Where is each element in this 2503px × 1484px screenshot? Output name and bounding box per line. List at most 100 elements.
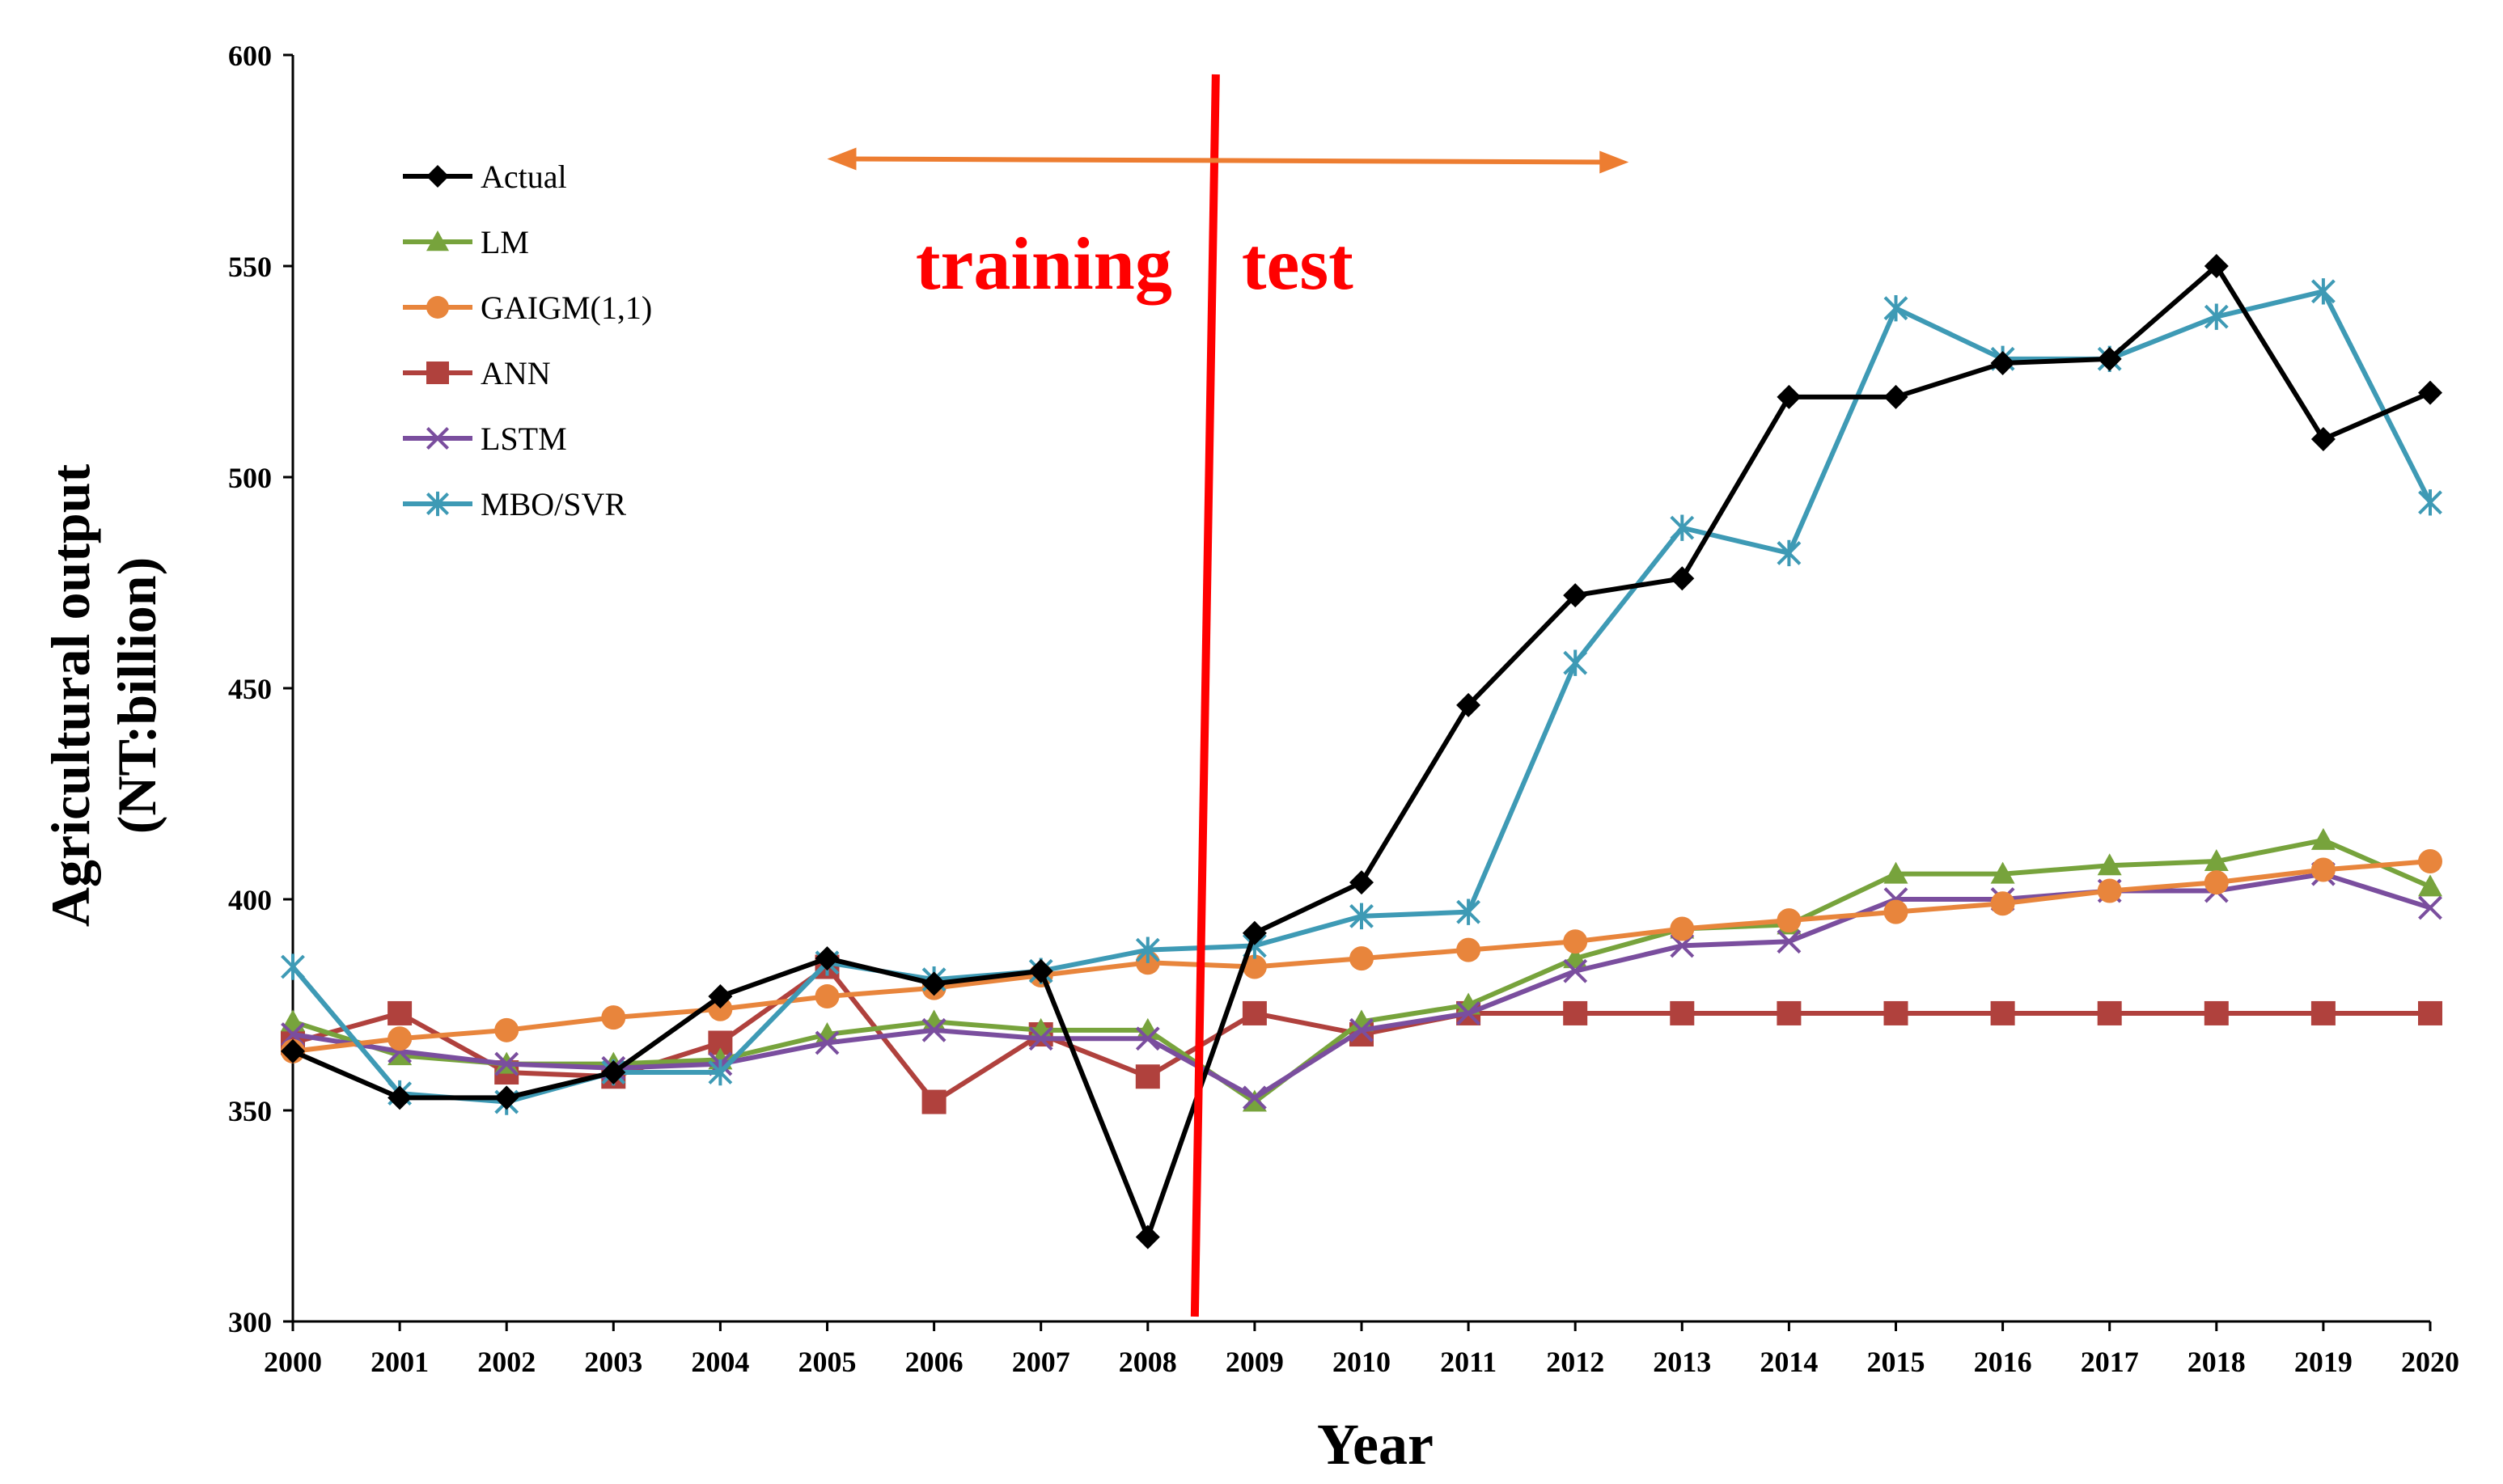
data-point: [601, 1060, 626, 1085]
data-point: [2204, 254, 2229, 278]
data-point: [2097, 853, 2122, 876]
data-point: [1349, 870, 1374, 895]
data-point: [426, 361, 449, 384]
legend-label: MBO/SVR: [481, 486, 626, 522]
x-tick-label: 2009: [1226, 1346, 1284, 1378]
series-line: [291, 264, 2432, 1240]
data-point: [708, 1059, 733, 1086]
y-axis-label-line2: (NT:billion): [106, 557, 167, 835]
legend-label: ANN: [481, 355, 551, 391]
data-point: [2204, 849, 2229, 872]
data-point: [1563, 649, 1588, 676]
data-point: [1456, 937, 1481, 962]
x-tick-label: 2016: [1974, 1346, 2032, 1378]
x-tick-label: 2020: [2401, 1346, 2459, 1378]
data-point: [921, 1089, 947, 1114]
x-tick-label: 2002: [477, 1346, 536, 1378]
series-layer: [281, 254, 2442, 1249]
x-tick-label: 2013: [1653, 1346, 1711, 1378]
data-point: [2204, 870, 2229, 895]
data-point: [1242, 1089, 1267, 1112]
data-point: [1456, 692, 1481, 717]
data-point: [388, 1043, 413, 1066]
data-point: [1242, 920, 1267, 945]
data-point: [1563, 946, 1588, 969]
legend: Actual LM GAIGM(1,1) ANN LSTM MBO/SVR: [403, 159, 652, 522]
data-point: [388, 1026, 413, 1051]
x-tick-label: 2010: [1332, 1346, 1391, 1378]
data-point: [2097, 346, 2122, 371]
y-tick-label: 550: [228, 251, 272, 283]
legend-label: LM: [481, 224, 529, 260]
data-point: [921, 971, 947, 996]
data-point: [1990, 891, 2015, 916]
data-point: [815, 984, 840, 1009]
data-point: [2418, 849, 2442, 874]
data-point: [1563, 929, 1588, 954]
data-point: [2310, 427, 2336, 452]
data-point: [1349, 903, 1374, 930]
x-tick-label: 2011: [1440, 1346, 1497, 1378]
x-tick-label: 2005: [798, 1346, 857, 1378]
range-arrow-head-right: [1599, 150, 1629, 174]
data-point: [1028, 958, 1053, 983]
y-tick-label: 400: [228, 884, 272, 916]
data-point: [708, 984, 733, 1009]
data-point: [1883, 1000, 1908, 1025]
data-point: [1883, 861, 1908, 884]
y-tick-label: 300: [228, 1306, 272, 1338]
data-point: [426, 296, 449, 319]
y-tick-label: 450: [228, 673, 272, 705]
data-point: [1242, 1000, 1267, 1025]
legend-item-gaigm-1-1-: GAIGM(1,1): [403, 290, 652, 326]
y-axis-label-line1: Agricultural output: [40, 463, 101, 927]
x-tick-label: 2017: [2081, 1346, 2139, 1378]
x-tick-label: 2012: [1546, 1346, 1604, 1378]
series-actual: [281, 254, 2442, 1249]
data-point: [1777, 384, 1802, 409]
data-point: [1670, 1000, 1695, 1025]
data-point: [2418, 380, 2442, 405]
data-point: [815, 946, 840, 971]
x-tick-label: 2003: [584, 1346, 642, 1378]
data-point: [2097, 878, 2122, 903]
data-point: [281, 953, 305, 980]
data-point: [1670, 566, 1695, 591]
data-point: [2418, 489, 2442, 516]
data-point: [2310, 278, 2336, 305]
data-point: [1135, 936, 1160, 963]
range-arrow-shaft: [848, 156, 1608, 165]
data-point: [1777, 908, 1802, 933]
data-point: [1777, 1000, 1802, 1025]
x-tick-label: 2007: [1012, 1346, 1070, 1378]
data-point: [1990, 351, 2015, 376]
training-label: training: [916, 222, 1172, 305]
data-point: [2418, 895, 2442, 920]
data-point: [426, 230, 449, 252]
data-point: [1135, 1224, 1160, 1249]
range-arrow-head-left: [827, 147, 857, 171]
legend-label: LSTM: [481, 421, 567, 457]
test-label: test: [1242, 222, 1353, 305]
x-tick-label: 2015: [1867, 1346, 1925, 1378]
data-point: [1777, 929, 1802, 954]
data-point: [1563, 1000, 1588, 1025]
data-point: [426, 165, 449, 188]
data-point: [2310, 827, 2336, 850]
data-point: [2418, 1000, 2442, 1025]
x-tick-label: 2008: [1119, 1346, 1177, 1378]
x-tick-label: 2014: [1760, 1346, 1818, 1378]
data-point: [1028, 1026, 1053, 1051]
data-point: [815, 1030, 840, 1055]
data-point: [281, 1009, 305, 1032]
data-point: [601, 1005, 626, 1030]
data-point: [494, 1051, 519, 1076]
train-test-split-line: [1190, 74, 1220, 1317]
x-tick-label: 2000: [264, 1346, 322, 1378]
data-point: [1135, 1064, 1160, 1089]
data-point: [1135, 1026, 1160, 1051]
series-line: [290, 289, 2433, 1105]
data-point: [1242, 954, 1267, 979]
data-point: [2097, 1000, 2122, 1025]
